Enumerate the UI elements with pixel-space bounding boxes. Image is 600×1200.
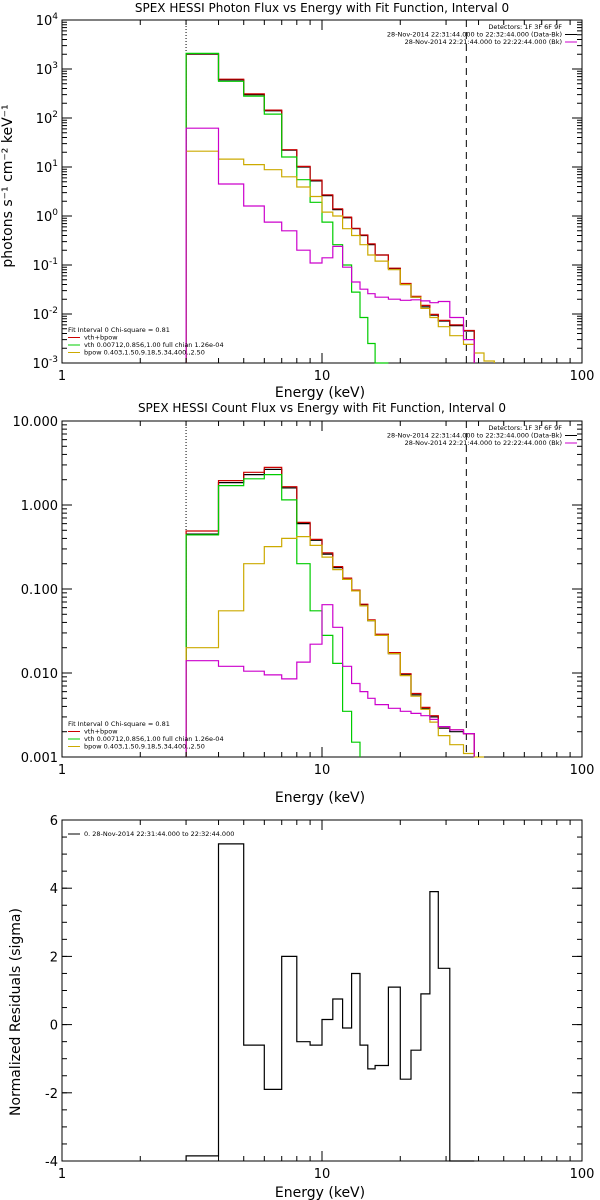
series-line — [185, 53, 475, 363]
series-vth-bpow — [185, 53, 475, 363]
legend-entry: bpow 0.403,1.50,9.18,5.34,400.,2.50 — [84, 743, 205, 751]
legend-entry: Detectors: 1F 3F 6F 9F — [488, 23, 562, 31]
residuals-series — [185, 843, 475, 1162]
series-line — [185, 466, 475, 757]
residuals-legend-top: 0. 28-Nov-2014 22:31:44.000 to 22:32:44.… — [68, 830, 234, 838]
y-tick-label: -2 — [45, 1087, 58, 1102]
photon-flux-legend-bottom: Fit Interval 0 Chi-square = 0.81vth+bpow… — [68, 326, 224, 357]
series-line — [185, 474, 361, 757]
y-tick-label: 101 — [36, 159, 58, 176]
y-tick-label: -4 — [45, 1155, 58, 1170]
legend-entry: Detectors: 1F 3F 6F 9F — [488, 424, 562, 432]
residuals-x-axis-label: Energy (keV) — [275, 1185, 365, 1200]
y-tick-label: 4 — [50, 882, 58, 897]
plot-frame — [61, 420, 583, 758]
series-line — [185, 468, 475, 757]
photon-flux-title: SPEX HESSI Photon Flux vs Energy with Fi… — [135, 1, 509, 15]
plot-frame — [61, 819, 583, 1162]
series-line — [185, 536, 484, 758]
y-tick-label: 100 — [36, 208, 59, 225]
count-flux-title: SPEX HESSI Count Flux vs Energy with Fit… — [138, 401, 506, 415]
legend-entry: vth 0.00712,0.856,1.00 full chian 1.26e-… — [84, 735, 224, 743]
y-tick-label: 10.000 — [13, 415, 59, 430]
series-line — [185, 52, 389, 364]
x-tick-label: 100 — [570, 1167, 595, 1182]
count-flux-ticks: 1 10 100 0.001 0.010 0.100 1.000 10.000 — [13, 415, 595, 778]
count-flux-reference-lines — [185, 421, 467, 757]
y-tick-label: 102 — [36, 110, 58, 127]
series-line — [185, 150, 495, 363]
y-tick-label: 10-2 — [32, 306, 58, 323]
y-tick-label: 10-3 — [32, 355, 58, 372]
series-line — [185, 53, 475, 363]
x-tick-label: 1 — [58, 1167, 66, 1182]
y-tick-label: 2 — [50, 950, 58, 965]
series-bk — [185, 127, 475, 363]
series-bpow — [185, 150, 495, 363]
photon-flux-ticks: 1 10 100 10-3 10-2 10-1 100 101 102 103 104 — [32, 12, 594, 384]
series-data-bk — [185, 468, 475, 757]
legend-entry: vth 0.00712,0.856,1.00 full chian 1.26e-… — [84, 341, 224, 349]
legend-entry: vth+bpow — [84, 334, 118, 342]
y-tick-label: 6 — [50, 814, 58, 829]
legend-entry: Fit Interval 0 Chi-square = 0.81 — [68, 326, 170, 334]
legend-entry: bpow 0.403,1.50,9.18,5.34,400.,2.50 — [84, 349, 205, 357]
legend-entry: 28-Nov-2014 22:31:44.000 to 22:32:44.000… — [387, 432, 562, 440]
count-flux-panel: SPEX HESSI Count Flux vs Energy with Fit… — [13, 401, 595, 806]
y-tick-label: 0.100 — [21, 583, 58, 598]
y-tick-label: 0.010 — [21, 667, 58, 682]
series-line — [185, 127, 475, 363]
residuals-y-axis-label: Normalized Residuals (sigma) — [8, 908, 24, 1116]
series-0-28-nov-2014-22-31-44-000-to-22-32-44-000 — [185, 843, 475, 1162]
legend-entry: 0. 28-Nov-2014 22:31:44.000 to 22:32:44.… — [84, 830, 234, 838]
count-flux-x-axis-label: Energy (keV) — [275, 790, 365, 806]
residuals-frame — [61, 819, 583, 1162]
x-tick-label: 1 — [58, 763, 66, 778]
photon-flux-y-axis-label: photons s⁻¹ cm⁻² keV⁻¹ — [0, 104, 16, 267]
series-vth — [185, 474, 361, 757]
legend-entry: 28-Nov-2014 22:21:44.000 to 22:22:44.000… — [405, 439, 562, 447]
legend-entry: vth+bpow — [84, 728, 118, 736]
photon-flux-reference-lines — [185, 20, 467, 363]
count-flux-series — [185, 466, 484, 758]
series-bk — [185, 604, 475, 757]
y-tick-label: 103 — [36, 61, 58, 78]
y-tick-label: 0.001 — [21, 751, 58, 766]
photon-flux-panel: SPEX HESSI Photon Flux vs Energy with Fi… — [0, 1, 594, 401]
series-vth-bpow — [185, 466, 475, 757]
residuals-ticks: 1 10 100 -4 -2 0 2 4 6 — [45, 814, 594, 1182]
series-bpow — [185, 536, 484, 758]
photon-flux-series — [185, 52, 495, 364]
photon-flux-x-axis-label: Energy (keV) — [275, 385, 365, 401]
series-vth — [185, 52, 389, 364]
y-tick-label: 0 — [50, 1019, 58, 1034]
series-line — [185, 843, 475, 1162]
x-tick-label: 10 — [314, 763, 331, 778]
series-data-bk — [185, 53, 475, 363]
legend-entry: 28-Nov-2014 22:21:44.000 to 22:22:44.000… — [405, 38, 562, 46]
series-line — [185, 604, 475, 757]
residuals-panel: 1 10 100 -4 -2 0 2 4 6 Energy (keV) Normalized R… — [8, 814, 594, 1200]
y-tick-label: 1.000 — [21, 499, 58, 514]
y-tick-label: 104 — [36, 12, 59, 29]
x-tick-label: 10 — [314, 1167, 331, 1182]
legend-entry: 28-Nov-2014 22:31:44.000 to 22:32:44.000… — [387, 31, 562, 39]
x-tick-label: 1 — [58, 369, 66, 384]
count-flux-legend-bottom: Fit Interval 0 Chi-square = 0.81vth+bpow… — [68, 720, 224, 751]
x-tick-label: 100 — [570, 369, 595, 384]
y-tick-label: 10-1 — [32, 257, 58, 274]
x-tick-label: 10 — [314, 369, 331, 384]
x-tick-label: 100 — [570, 763, 595, 778]
count-flux-frame — [61, 420, 583, 758]
legend-entry: Fit Interval 0 Chi-square = 0.81 — [68, 720, 170, 728]
